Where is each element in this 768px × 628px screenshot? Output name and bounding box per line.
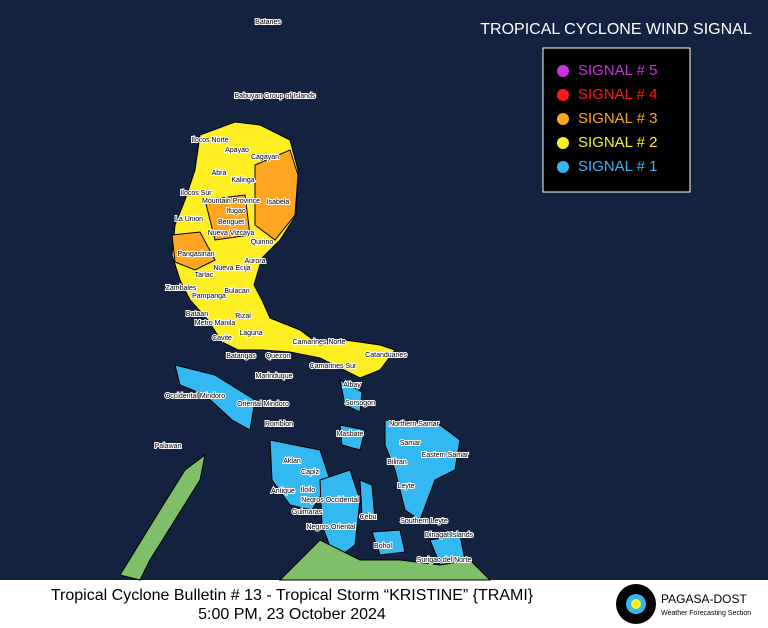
mindanao [278,539,492,581]
place-label: Northern Samar [389,421,439,428]
legend-marker [557,113,569,125]
place-label: Zambales [166,285,197,292]
place-label: Aurora [244,258,265,265]
place-label: Leyte [397,483,414,490]
place-label: Iloilo [301,487,316,494]
place-label: La Union [175,216,203,223]
palawan [119,453,206,581]
legend-label: SIGNAL # 2 [578,134,657,151]
place-label: Marinduque [256,373,293,380]
place-label: Ifugao [226,208,246,215]
place-label: Mountain Province [202,198,260,205]
cordillera-area [204,194,251,241]
place-label: Pangasinan [178,251,215,258]
place-label: Bulacan [224,288,249,295]
place-label: Camarines Sur [310,363,357,370]
agency: PAGASA-DOST [661,592,747,606]
place-label: Capiz [301,469,319,476]
place-label: Pampanga [192,293,226,300]
legend-marker [557,89,569,101]
place-label: Kalinga [231,177,254,184]
place-label: Palawan [155,443,182,450]
bulletin: Tropical Cyclone Bulletin # 13 - Tropica… [51,587,534,604]
cebu [359,479,376,521]
place-label: Batangas [226,353,256,360]
place-label: Benguet [218,219,244,226]
place-label: Negros Oriental [306,524,355,531]
place-label: Antique [271,488,295,495]
bulletin-time: 5:00 PM, 23 October 2024 [198,606,386,623]
title: TROPICAL CYCLONE WIND SIGNAL [480,21,752,38]
place-label: Negros Occidental [301,497,359,504]
place-label: Oriental Mindoro [237,401,289,408]
legend-marker [557,137,569,149]
place-label: Occidental Mindoro [165,393,225,400]
place-label: Dinagat Islands [425,532,474,539]
place-label: Sorsogon [345,400,375,407]
place-label: Quirino [251,239,274,246]
place-label: Tarlac [195,272,214,279]
legend-marker [557,161,569,173]
place-label: Albay [343,382,361,389]
bicol-south [339,379,363,413]
place-label: Cavite [212,335,232,342]
place-label: Catanduanes [365,352,407,359]
place-label: Quezon [266,353,291,360]
legend-label: SIGNAL # 5 [578,62,657,79]
place-label: Biliran [387,459,407,466]
place-label: Nueva Ecija [213,265,250,272]
place-label: Masbate [337,431,364,438]
place-label: Abra [212,170,227,177]
landmass [119,121,492,581]
logo-sun [631,599,641,609]
place-label: Surigao del Norte [417,557,472,564]
place-label: Southern Leyte [400,518,448,525]
place-label: Camarines Norte [293,339,346,346]
place-label: Isabela [267,199,290,206]
place-label: Bohol [374,543,392,550]
luzon [171,121,396,379]
place-label: Ilocos Norte [191,137,228,144]
bohol [371,529,406,556]
place-label: Samar [400,440,421,447]
panay [269,439,331,511]
legend-label: SIGNAL # 4 [578,86,657,103]
legend-marker [557,65,569,77]
negros [319,469,361,561]
logo [616,584,656,624]
isabela-area [254,149,299,241]
place-labels: Batanes Babuyan Group of Islands Ilocos No… [154,18,475,565]
place-label: Metro Manila [195,320,236,327]
place-label: Babuyan Group of Islands [235,93,316,100]
dinagat-surigao [429,534,466,566]
pangasinan-area [171,231,216,271]
place-label: Bataan [186,311,208,318]
place-label: Laguna [239,330,262,337]
place-label: Guimaras [292,509,323,516]
masbate [339,424,366,451]
place-label: Batanes [255,19,281,26]
place-label: Ilocos Sur [180,190,212,197]
place-label: Rizal [235,313,251,320]
place-label: Cebu [360,514,377,521]
section: Weather Forecasting Section [661,610,751,617]
place-label: Aklan [283,458,301,465]
legend: SIGNAL # 5 SIGNAL # 4 SIGNAL # 3 SIGNAL # 2… [557,62,657,175]
mindoro [174,364,256,431]
samar-leyte [384,419,461,521]
legend-label: SIGNAL # 3 [578,110,657,127]
place-label: Apayao [225,147,249,154]
place-label: Eastern Samar [422,452,469,459]
place-label: Cagayan [251,154,279,161]
place-label: Nueva Vizcaya [208,230,255,237]
legend-label: SIGNAL # 1 [578,158,657,175]
place-label: Romblon [265,421,293,428]
